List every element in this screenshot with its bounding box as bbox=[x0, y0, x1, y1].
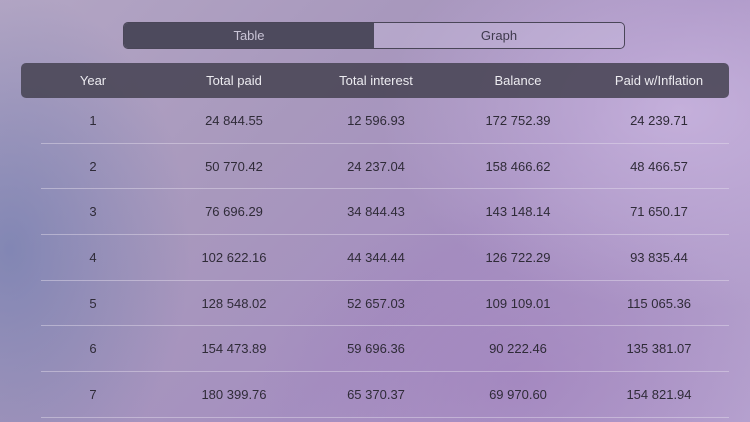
cell-total-interest: 44 344.44 bbox=[347, 249, 405, 265]
cell-total-interest: 59 696.36 bbox=[347, 341, 405, 357]
cell-total-paid: 180 399.76 bbox=[201, 386, 267, 402]
table-row: 4 102 622.16 44 344.44 126 722.29 93 835… bbox=[41, 235, 729, 281]
table-row: 6 154 473.89 59 696.36 90 222.46 135 381… bbox=[41, 326, 729, 373]
cell-balance: 143 148.14 bbox=[485, 204, 551, 220]
cell-total-paid: 24 844.55 bbox=[205, 112, 263, 128]
cell-balance: 126 722.29 bbox=[485, 249, 551, 265]
cell-paid-inflation: 135 381.07 bbox=[626, 341, 692, 357]
cell-paid-inflation: 71 650.17 bbox=[630, 204, 688, 220]
cell-year: 1 bbox=[89, 112, 97, 128]
cell-year: 4 bbox=[89, 249, 97, 265]
cell-total-interest: 34 844.43 bbox=[347, 204, 405, 220]
cell-total-interest: 12 596.93 bbox=[347, 112, 405, 128]
header-total-paid: Total paid bbox=[206, 73, 262, 88]
table-row: 2 50 770.42 24 237.04 158 466.62 48 466.… bbox=[41, 144, 729, 190]
cell-balance: 90 222.46 bbox=[489, 341, 547, 357]
cell-total-interest: 65 370.37 bbox=[347, 386, 405, 402]
tab-graph[interactable]: Graph bbox=[374, 23, 624, 48]
header-total-interest: Total interest bbox=[339, 73, 413, 88]
cell-paid-inflation: 154 821.94 bbox=[626, 386, 692, 402]
cell-paid-inflation: 48 466.57 bbox=[630, 158, 688, 174]
header-paid-inflation: Paid w/Inflation bbox=[614, 73, 704, 88]
header-year: Year bbox=[79, 73, 107, 88]
cell-balance: 109 109.01 bbox=[485, 295, 551, 311]
tab-table[interactable]: Table bbox=[124, 23, 374, 48]
cell-year: 3 bbox=[89, 204, 97, 220]
table-header: Year Total paid Total interest Balance P… bbox=[21, 63, 729, 98]
table-row: 3 76 696.29 34 844.43 143 148.14 71 650.… bbox=[41, 189, 729, 236]
cell-balance: 158 466.62 bbox=[485, 158, 551, 174]
table-row: 7 180 399.76 65 370.37 69 970.60 154 821… bbox=[41, 372, 729, 418]
table-row: 1 24 844.55 12 596.93 172 752.39 24 239.… bbox=[41, 98, 729, 144]
table-row: 5 128 548.02 52 657.03 109 109.01 115 06… bbox=[41, 281, 729, 327]
cell-balance: 69 970.60 bbox=[489, 386, 547, 402]
cell-total-paid: 50 770.42 bbox=[205, 158, 263, 174]
cell-year: 2 bbox=[89, 158, 97, 174]
cell-year: 7 bbox=[89, 386, 97, 402]
cell-year: 6 bbox=[89, 341, 97, 357]
cell-paid-inflation: 93 835.44 bbox=[630, 249, 688, 265]
cell-balance: 172 752.39 bbox=[485, 112, 551, 128]
header-balance: Balance bbox=[494, 73, 542, 88]
view-toggle: Table Graph bbox=[123, 22, 625, 49]
cell-total-paid: 128 548.02 bbox=[201, 295, 267, 311]
cell-paid-inflation: 115 065.36 bbox=[626, 295, 692, 311]
cell-total-paid: 76 696.29 bbox=[205, 204, 263, 220]
cell-paid-inflation: 24 239.71 bbox=[630, 112, 688, 128]
cell-total-interest: 52 657.03 bbox=[347, 295, 405, 311]
cell-year: 5 bbox=[89, 295, 97, 311]
cell-total-interest: 24 237.04 bbox=[347, 158, 405, 174]
cell-total-paid: 154 473.89 bbox=[201, 341, 267, 357]
table-body: 1 24 844.55 12 596.93 172 752.39 24 239.… bbox=[0, 98, 750, 418]
cell-total-paid: 102 622.16 bbox=[201, 249, 267, 265]
